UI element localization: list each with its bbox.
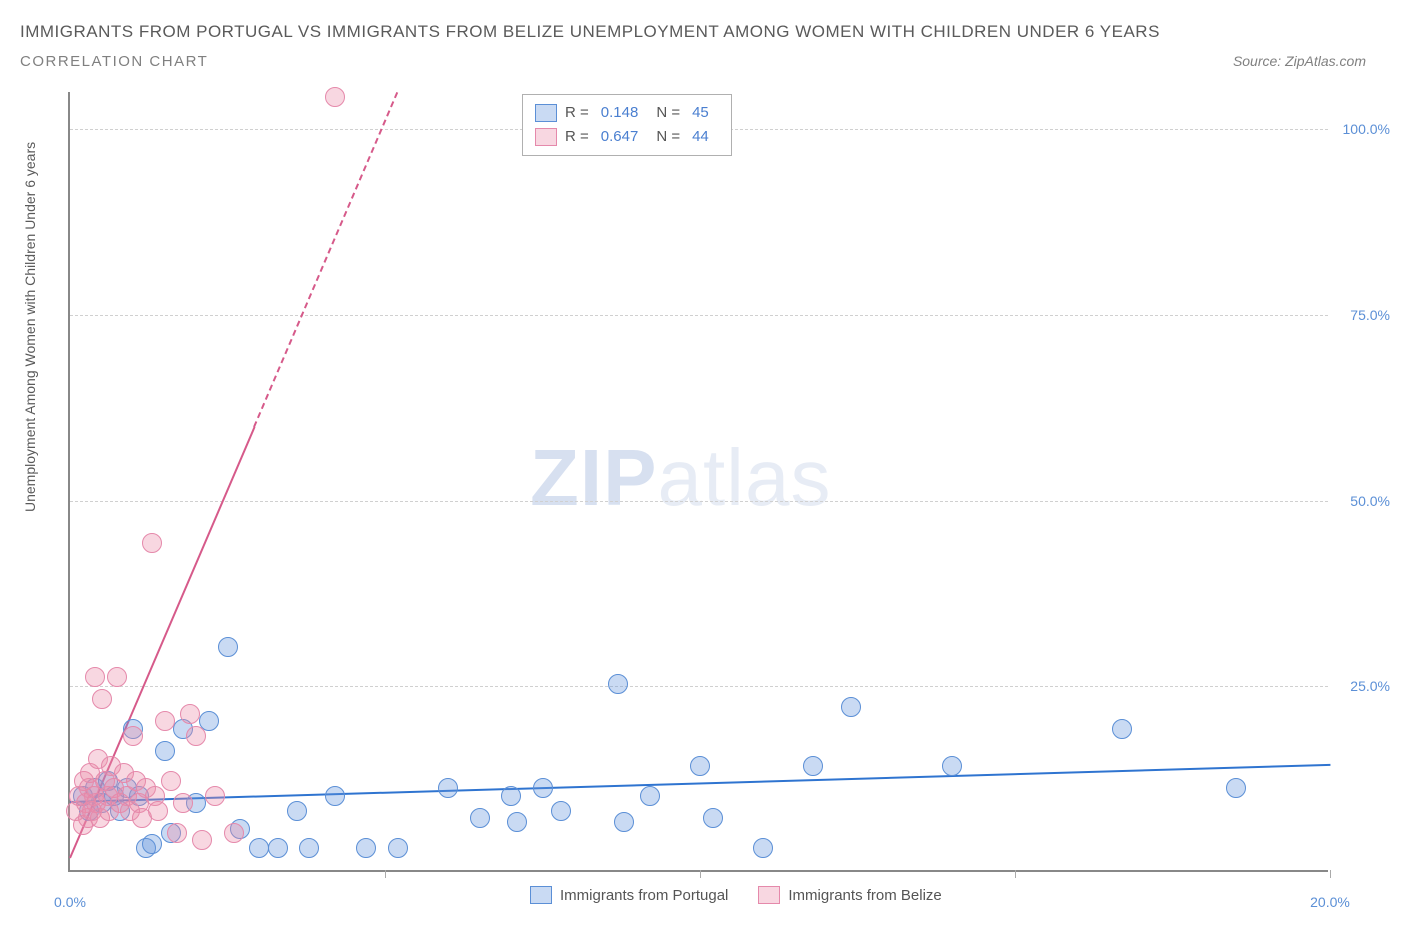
legend-stats-row: R = 0.148 N = 45 xyxy=(535,101,719,125)
scatter-point xyxy=(753,838,773,858)
subtitle: CORRELATION CHART xyxy=(20,53,208,70)
y-axis-label: Unemployment Among Women with Children U… xyxy=(22,492,38,512)
scatter-point xyxy=(155,711,175,731)
legend-swatch xyxy=(530,886,552,904)
scatter-point xyxy=(148,801,168,821)
x-tick-mark xyxy=(1015,870,1016,878)
scatter-point xyxy=(85,667,105,687)
scatter-point xyxy=(608,674,628,694)
scatter-point xyxy=(1112,719,1132,739)
y-tick-label: 25.0% xyxy=(1350,678,1390,694)
scatter-point xyxy=(249,838,269,858)
plot-area: ZIPatlas 25.0%50.0%75.0%100.0%0.0%20.0%R… xyxy=(68,92,1328,872)
scatter-point xyxy=(703,808,723,828)
scatter-point xyxy=(501,786,521,806)
legend-stats: R = 0.148 N = 45 R = 0.647 N = 44 xyxy=(522,94,732,156)
legend-r-label: R = xyxy=(565,101,589,125)
gridline-h xyxy=(70,501,1328,502)
scatter-point xyxy=(224,823,244,843)
scatter-point xyxy=(640,786,660,806)
scatter-point xyxy=(1226,778,1246,798)
scatter-point xyxy=(841,697,861,717)
scatter-point xyxy=(325,786,345,806)
chart-container: Unemployment Among Women with Children U… xyxy=(20,92,1386,912)
legend-n-value: 45 xyxy=(692,101,709,125)
scatter-point xyxy=(205,786,225,806)
legend-swatch xyxy=(535,104,557,122)
scatter-point xyxy=(155,741,175,761)
legend-series: Immigrants from Portugal Immigrants from … xyxy=(530,886,942,904)
scatter-point xyxy=(299,838,319,858)
legend-n-value: 44 xyxy=(692,125,709,149)
watermark: ZIPatlas xyxy=(530,432,831,524)
scatter-point xyxy=(614,812,634,832)
scatter-point xyxy=(92,689,112,709)
x-tick-mark xyxy=(385,870,386,878)
source-label: Source: ZipAtlas.com xyxy=(1233,53,1366,69)
y-tick-label: 75.0% xyxy=(1350,307,1390,323)
page-title: IMMIGRANTS FROM PORTUGAL VS IMMIGRANTS F… xyxy=(20,18,1386,45)
scatter-point xyxy=(186,726,206,746)
legend-series-item: Immigrants from Belize xyxy=(758,886,941,904)
scatter-point xyxy=(192,830,212,850)
scatter-point xyxy=(142,834,162,854)
legend-r-value: 0.148 xyxy=(601,101,639,125)
legend-series-label: Immigrants from Belize xyxy=(788,887,941,904)
trend-line xyxy=(254,93,399,428)
scatter-point xyxy=(123,726,143,746)
scatter-point xyxy=(470,808,490,828)
scatter-point xyxy=(142,533,162,553)
scatter-point xyxy=(690,756,710,776)
scatter-point xyxy=(942,756,962,776)
x-tick-label: 0.0% xyxy=(54,894,86,910)
scatter-point xyxy=(167,823,187,843)
x-tick-mark xyxy=(1330,870,1331,878)
legend-r-value: 0.647 xyxy=(601,125,639,149)
scatter-point xyxy=(173,793,193,813)
legend-stats-row: R = 0.647 N = 44 xyxy=(535,125,719,149)
scatter-point xyxy=(218,637,238,657)
scatter-point xyxy=(107,667,127,687)
scatter-point xyxy=(287,801,307,821)
scatter-point xyxy=(507,812,527,832)
scatter-point xyxy=(551,801,571,821)
legend-swatch xyxy=(758,886,780,904)
x-tick-label: 20.0% xyxy=(1310,894,1350,910)
scatter-point xyxy=(161,771,181,791)
legend-series-label: Immigrants from Portugal xyxy=(560,887,728,904)
scatter-point xyxy=(388,838,408,858)
legend-n-label: N = xyxy=(656,101,680,125)
gridline-h xyxy=(70,315,1328,316)
gridline-h xyxy=(70,686,1328,687)
legend-r-label: R = xyxy=(565,125,589,149)
scatter-point xyxy=(180,704,200,724)
scatter-point xyxy=(803,756,823,776)
scatter-point xyxy=(533,778,553,798)
legend-swatch xyxy=(535,128,557,146)
y-tick-label: 100.0% xyxy=(1343,121,1390,137)
x-tick-mark xyxy=(700,870,701,878)
scatter-point xyxy=(356,838,376,858)
scatter-point xyxy=(325,87,345,107)
legend-series-item: Immigrants from Portugal xyxy=(530,886,728,904)
legend-n-label: N = xyxy=(656,125,680,149)
y-tick-label: 50.0% xyxy=(1350,493,1390,509)
scatter-point xyxy=(268,838,288,858)
scatter-point xyxy=(438,778,458,798)
